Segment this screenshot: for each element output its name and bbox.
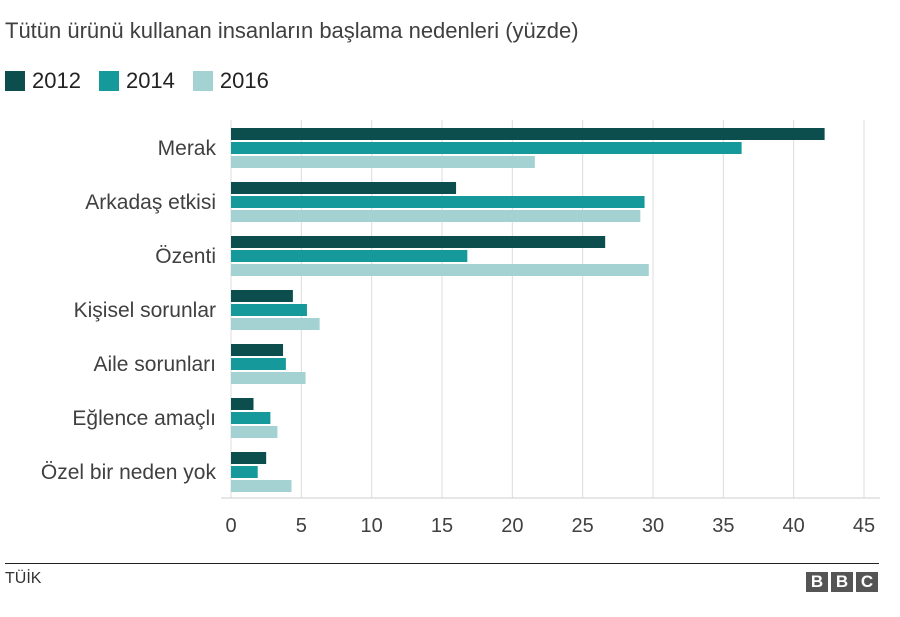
legend-label-2012: 2012 [32, 68, 81, 93]
bar [231, 236, 606, 248]
x-tick-label: 40 [783, 515, 805, 537]
category-label: Aile sorunları [93, 353, 216, 376]
bar [231, 250, 468, 262]
x-tick-label: 20 [501, 515, 523, 537]
legend-item-2012: 2012 [5, 68, 81, 94]
category-label: Eğlence amaçlı [72, 407, 216, 430]
bar [231, 398, 254, 410]
legend-swatch-2012 [5, 71, 25, 91]
x-tick-label: 15 [431, 515, 453, 537]
bar [231, 210, 641, 222]
x-tick-label: 5 [296, 515, 307, 537]
x-tick-label: 25 [572, 515, 594, 537]
bar [231, 480, 292, 492]
bar [231, 304, 307, 316]
legend-item-2016: 2016 [192, 68, 269, 94]
category-label: Merak [158, 137, 217, 160]
legend-swatch-2014 [98, 71, 119, 91]
x-tick-label: 45 [853, 515, 875, 537]
bar [231, 344, 284, 356]
bar-chart: 0 5 10 15 20 25 30 35 40 45 Merak Arkadaş etkisi Öze… [41, 120, 880, 537]
x-tick-label: 0 [225, 515, 236, 537]
bar [231, 142, 742, 154]
x-tick-label: 35 [712, 515, 734, 537]
chart-title: Tütün ürünü kullanan insanların başlama … [5, 18, 579, 43]
bbc-logo: B B C [803, 572, 878, 592]
logo-letter: B [831, 572, 853, 592]
bar [231, 412, 271, 424]
legend-swatch-2016 [192, 71, 213, 91]
footer-divider [5, 563, 879, 564]
category-label: Kişisel sorunlar [74, 299, 216, 322]
category-label: Özel bir neden yok [41, 461, 217, 484]
bar [231, 466, 258, 478]
x-tick-label: 10 [361, 515, 383, 537]
bar [231, 128, 825, 140]
x-tick-label: 30 [642, 515, 664, 537]
source-label: TÜİK [5, 570, 42, 587]
bar [231, 426, 278, 438]
bar [231, 264, 649, 276]
bar [231, 182, 457, 194]
legend-label-2014: 2014 [125, 68, 175, 93]
category-label: Özenti [155, 245, 216, 268]
legend-item-2014: 2014 [98, 68, 175, 94]
bar [231, 372, 306, 384]
logo-letter: C [856, 572, 878, 592]
legend-label-2016: 2016 [219, 68, 269, 93]
bar [231, 196, 645, 208]
bar [231, 452, 267, 464]
category-label: Arkadaş etkisi [85, 191, 216, 214]
bar [231, 358, 286, 370]
legend: 2012 2014 2016 [5, 68, 287, 94]
bar [231, 290, 293, 302]
bar [231, 318, 320, 330]
logo-letter: B [806, 572, 828, 592]
bar [231, 156, 535, 168]
